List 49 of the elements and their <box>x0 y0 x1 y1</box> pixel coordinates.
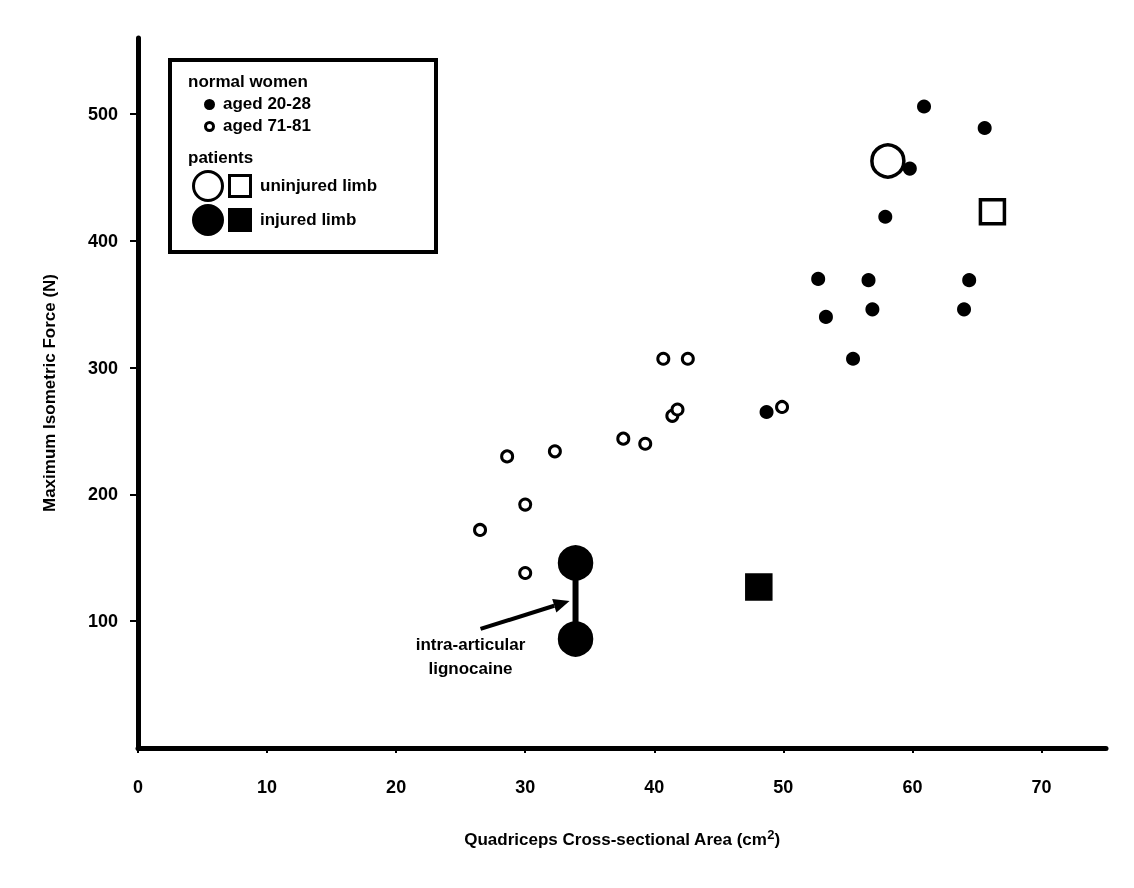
x-tick-label: 50 <box>773 777 794 797</box>
point <box>557 545 594 581</box>
annotation: intra-articular lignocaine <box>414 633 527 680</box>
point <box>870 143 906 179</box>
legend-label: aged 71-81 <box>223 116 311 136</box>
point <box>977 121 992 136</box>
point <box>656 351 671 366</box>
x-tick-label: 0 <box>132 777 144 797</box>
point <box>917 99 932 114</box>
legend-label: uninjured limb <box>260 176 378 196</box>
legend-label: aged 20-28 <box>223 94 311 114</box>
point <box>957 302 972 317</box>
point <box>518 566 533 581</box>
annotation: patients <box>188 148 255 168</box>
legend-label: injured limb <box>260 210 357 230</box>
y-axis-title: Maximum Isometric Force (N) <box>40 273 59 513</box>
x-tick-label: 10 <box>257 777 278 797</box>
y-tick-label: 100 <box>87 611 118 632</box>
point <box>547 444 562 459</box>
point <box>861 273 876 288</box>
point <box>865 302 880 317</box>
y-tick-label: 500 <box>87 104 118 125</box>
point <box>962 273 977 288</box>
y-tick-label: 400 <box>87 230 118 251</box>
point <box>811 271 826 286</box>
annotation: normal women <box>188 72 309 92</box>
point <box>680 351 695 366</box>
x-tick-label: 30 <box>515 777 536 797</box>
point <box>557 621 594 657</box>
point <box>670 402 685 417</box>
point <box>473 522 488 537</box>
point <box>638 436 653 451</box>
point <box>745 573 773 601</box>
point <box>978 197 1007 226</box>
x-tick-label: 40 <box>644 777 665 797</box>
point <box>500 449 515 464</box>
y-tick-label: 300 <box>87 357 118 378</box>
x-tick-label: 70 <box>1031 777 1052 797</box>
point <box>518 497 533 512</box>
point <box>902 161 917 176</box>
point <box>846 351 861 366</box>
y-tick-label: 200 <box>87 484 118 505</box>
x-tick-label: 60 <box>902 777 923 797</box>
point <box>818 309 833 324</box>
point <box>616 431 631 446</box>
point <box>878 209 893 224</box>
point <box>759 405 774 420</box>
x-tick-label: 20 <box>386 777 407 797</box>
point <box>775 399 790 414</box>
